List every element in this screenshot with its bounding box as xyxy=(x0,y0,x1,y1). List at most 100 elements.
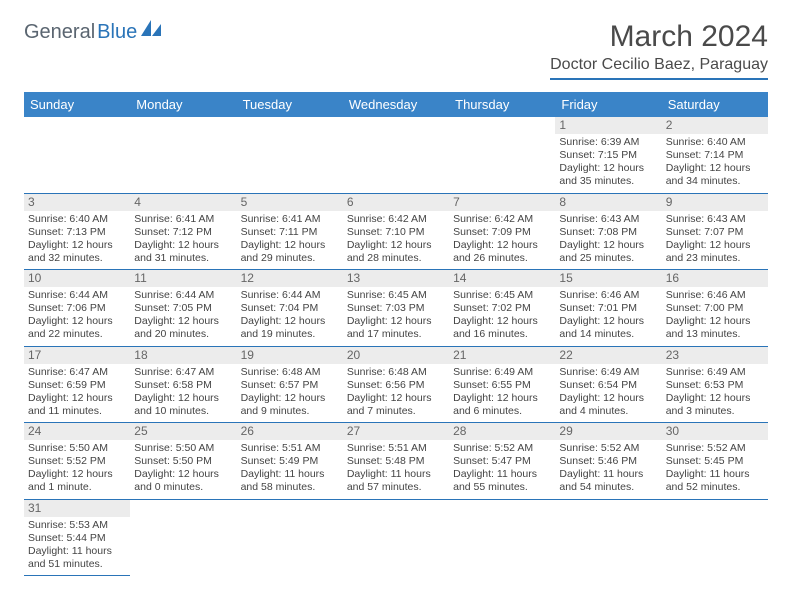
header: GeneralBlue March 2024 Doctor Cecilio Ba… xyxy=(24,20,768,80)
sunset-text: Sunset: 5:49 PM xyxy=(241,455,339,468)
weekday-header: Saturday xyxy=(662,92,768,117)
sunset-text: Sunset: 6:54 PM xyxy=(559,379,657,392)
day-number: 8 xyxy=(555,194,661,211)
calendar-cell xyxy=(343,117,449,193)
calendar-cell xyxy=(130,499,236,576)
daylight-text: and 25 minutes. xyxy=(559,252,657,265)
logo-sail-icon xyxy=(141,20,163,44)
daylight-text: Daylight: 12 hours xyxy=(134,239,232,252)
daylight-text: Daylight: 12 hours xyxy=(666,162,764,175)
calendar-cell: 28Sunrise: 5:52 AMSunset: 5:47 PMDayligh… xyxy=(449,423,555,500)
day-number: 25 xyxy=(130,423,236,440)
sunset-text: Sunset: 5:47 PM xyxy=(453,455,551,468)
sunset-text: Sunset: 6:58 PM xyxy=(134,379,232,392)
calendar-cell: 26 Sunrise: 5:51 AMSunset: 5:49 PMDayligh… xyxy=(237,423,343,500)
daylight-text: Daylight: 12 hours xyxy=(666,239,764,252)
daylight-text: Daylight: 12 hours xyxy=(453,239,551,252)
day-number: 7 xyxy=(449,194,555,211)
calendar-cell: 27Sunrise: 5:51 AMSunset: 5:48 PMDayligh… xyxy=(343,423,449,500)
daylight-text: and 55 minutes. xyxy=(453,481,551,494)
sunrise-text: Sunrise: 6:40 AM xyxy=(666,136,764,149)
daylight-text: and 11 minutes. xyxy=(28,405,126,418)
daylight-text: Daylight: 12 hours xyxy=(134,315,232,328)
daylight-text: and 7 minutes. xyxy=(347,405,445,418)
calendar-cell xyxy=(449,117,555,193)
day-number: 27 xyxy=(343,423,449,440)
calendar-cell: 31Sunrise: 5:53 AMSunset: 5:44 PMDayligh… xyxy=(24,499,130,576)
daylight-text: Daylight: 11 hours xyxy=(28,545,126,558)
sunset-text: Sunset: 5:48 PM xyxy=(347,455,445,468)
day-number: 20 xyxy=(343,347,449,364)
calendar-cell: 4Sunrise: 6:41 AMSunset: 7:12 PMDaylight… xyxy=(130,193,236,270)
day-number: 5 xyxy=(237,194,343,211)
daylight-text: Daylight: 12 hours xyxy=(347,392,445,405)
sunset-text: Sunset: 7:11 PM xyxy=(241,226,339,239)
calendar-cell: 15Sunrise: 6:46 AMSunset: 7:01 PMDayligh… xyxy=(555,270,661,347)
sunrise-text: Sunrise: 6:49 AM xyxy=(559,366,657,379)
sunset-text: Sunset: 7:12 PM xyxy=(134,226,232,239)
sunrise-text: Sunrise: 6:43 AM xyxy=(559,213,657,226)
sunset-text: Sunset: 6:56 PM xyxy=(347,379,445,392)
calendar-cell xyxy=(237,117,343,193)
day-number: 1 xyxy=(555,117,661,134)
calendar-cell: 29Sunrise: 5:52 AMSunset: 5:46 PMDayligh… xyxy=(555,423,661,500)
sunrise-text: Sunrise: 6:47 AM xyxy=(28,366,126,379)
day-number: 26 xyxy=(237,423,343,440)
sunset-text: Sunset: 6:59 PM xyxy=(28,379,126,392)
calendar-cell: 20Sunrise: 6:48 AMSunset: 6:56 PMDayligh… xyxy=(343,346,449,423)
weekday-header: Tuesday xyxy=(237,92,343,117)
sunset-text: Sunset: 7:15 PM xyxy=(559,149,657,162)
title-block: March 2024 Doctor Cecilio Baez, Paraguay xyxy=(550,20,768,80)
day-number: 30 xyxy=(662,423,768,440)
logo-text-2: Blue xyxy=(97,21,137,44)
calendar-cell: 7 Sunrise: 6:42 AMSunset: 7:09 PMDaylight… xyxy=(449,193,555,270)
sunrise-text: Sunrise: 6:42 AM xyxy=(453,213,551,226)
daylight-text: and 6 minutes. xyxy=(453,405,551,418)
day-number: 28 xyxy=(449,423,555,440)
sunset-text: Sunset: 5:45 PM xyxy=(666,455,764,468)
daylight-text: and 3 minutes. xyxy=(666,405,764,418)
calendar-cell: 1Sunrise: 6:39 AMSunset: 7:15 PMDaylight… xyxy=(555,117,661,193)
logo-text-1: General xyxy=(24,21,95,44)
daylight-text: Daylight: 12 hours xyxy=(28,315,126,328)
day-number: 11 xyxy=(130,270,236,287)
calendar-cell xyxy=(343,499,449,576)
daylight-text: and 19 minutes. xyxy=(241,328,339,341)
sunrise-text: Sunrise: 6:39 AM xyxy=(559,136,657,149)
calendar-table: SundayMondayTuesdayWednesdayThursdayFrid… xyxy=(24,92,768,576)
daylight-text: Daylight: 11 hours xyxy=(559,468,657,481)
sunset-text: Sunset: 7:10 PM xyxy=(347,226,445,239)
sunset-text: Sunset: 7:03 PM xyxy=(347,302,445,315)
daylight-text: and 52 minutes. xyxy=(666,481,764,494)
daylight-text: and 10 minutes. xyxy=(134,405,232,418)
sunrise-text: Sunrise: 5:51 AM xyxy=(241,442,339,455)
daylight-text: Daylight: 12 hours xyxy=(453,392,551,405)
sunset-text: Sunset: 7:14 PM xyxy=(666,149,764,162)
sunrise-text: Sunrise: 6:46 AM xyxy=(666,289,764,302)
calendar-cell: 21Sunrise: 6:49 AMSunset: 6:55 PMDayligh… xyxy=(449,346,555,423)
sunrise-text: Sunrise: 5:50 AM xyxy=(134,442,232,455)
weekday-header: Wednesday xyxy=(343,92,449,117)
sunset-text: Sunset: 7:09 PM xyxy=(453,226,551,239)
sunset-text: Sunset: 7:13 PM xyxy=(28,226,126,239)
daylight-text: and 23 minutes. xyxy=(666,252,764,265)
sunrise-text: Sunrise: 5:51 AM xyxy=(347,442,445,455)
daylight-text: and 57 minutes. xyxy=(347,481,445,494)
sunrise-text: Sunrise: 6:41 AM xyxy=(134,213,232,226)
daylight-text: and 54 minutes. xyxy=(559,481,657,494)
calendar-cell: 10Sunrise: 6:44 AMSunset: 7:06 PMDayligh… xyxy=(24,270,130,347)
day-number: 17 xyxy=(24,347,130,364)
day-number: 3 xyxy=(24,194,130,211)
daylight-text: Daylight: 12 hours xyxy=(241,392,339,405)
sunrise-text: Sunrise: 5:50 AM xyxy=(28,442,126,455)
daylight-text: and 14 minutes. xyxy=(559,328,657,341)
daylight-text: and 20 minutes. xyxy=(134,328,232,341)
calendar-cell: 19Sunrise: 6:48 AMSunset: 6:57 PMDayligh… xyxy=(237,346,343,423)
sunrise-text: Sunrise: 6:44 AM xyxy=(28,289,126,302)
location: Doctor Cecilio Baez, Paraguay xyxy=(550,56,768,80)
calendar-cell: 11Sunrise: 6:44 AMSunset: 7:05 PMDayligh… xyxy=(130,270,236,347)
daylight-text: Daylight: 11 hours xyxy=(241,468,339,481)
daylight-text: and 16 minutes. xyxy=(453,328,551,341)
day-number: 18 xyxy=(130,347,236,364)
calendar-cell xyxy=(449,499,555,576)
